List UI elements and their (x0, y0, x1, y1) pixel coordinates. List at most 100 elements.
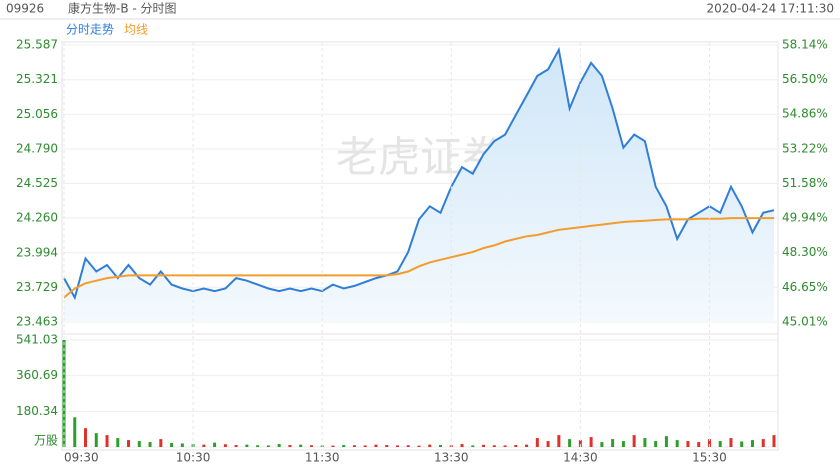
volume-bar (406, 445, 410, 447)
y-tick-label: 180.34 (16, 404, 58, 418)
y2-tick-label: 53.22% (782, 141, 828, 155)
y-tick-label: 25.587 (16, 38, 58, 52)
volume-bar (331, 445, 335, 447)
volume-bar (471, 445, 475, 447)
volume-bar (439, 445, 443, 447)
volume-bar (578, 440, 582, 447)
volume-bar (750, 440, 754, 447)
volume-bar (428, 444, 432, 447)
volume-bar (686, 441, 690, 447)
x-tick-label: 10:30 (176, 451, 211, 465)
legend-label: 均线 (124, 23, 148, 37)
x-tick-label: 09:30 (64, 451, 99, 465)
volume-bar (277, 444, 281, 447)
volume-bar (632, 435, 636, 447)
volume-bar (84, 428, 88, 447)
volume-bar (105, 435, 109, 447)
volume-bar (256, 445, 260, 447)
volume-bar (718, 441, 722, 447)
datetime: 2020-04-24 17:11:30 (707, 2, 834, 16)
volume-bar (245, 444, 249, 447)
volume-bar (148, 442, 152, 447)
volume-bar (546, 441, 550, 447)
volume-bar (116, 438, 120, 447)
y2-tick-label: 48.30% (782, 245, 828, 259)
volume-bar (137, 441, 141, 447)
y-tick-label: 万股 (34, 434, 58, 448)
y-tick-label: 24.525 (16, 176, 58, 190)
volume-bar (535, 438, 539, 447)
volume-bar (62, 340, 66, 447)
volume-bar (503, 445, 507, 447)
volume-bar (342, 445, 346, 447)
legend-label: 分时走势 (66, 23, 114, 37)
volume-bar (611, 439, 615, 447)
y2-tick-label: 46.65% (782, 280, 828, 294)
volume-bar (159, 439, 163, 447)
volume-bar (385, 445, 389, 447)
volume-bar (557, 435, 561, 447)
volume-bar (202, 444, 206, 447)
x-tick-label: 15:30 (692, 451, 727, 465)
volume-bar (664, 436, 668, 447)
y-tick-label: 24.790 (16, 141, 58, 155)
volume-bar (223, 444, 227, 447)
y2-tick-label: 54.86% (782, 107, 828, 121)
volume-bar (73, 417, 77, 447)
y2-tick-label: 58.14% (782, 38, 828, 52)
volume-bar (643, 438, 647, 447)
y-tick-label: 360.69 (16, 368, 58, 382)
y-tick-label: 25.056 (16, 107, 58, 121)
volume-bar (352, 445, 356, 447)
volume-bar (234, 445, 238, 447)
volume-bar (374, 444, 378, 447)
y-tick-label: 23.463 (16, 315, 58, 329)
volume-bar (707, 439, 711, 447)
volume-bar (127, 440, 131, 447)
volume-bar (600, 442, 604, 447)
stock-name: 康方生物-B - 分时图 (68, 1, 177, 16)
volume-bar (94, 433, 98, 447)
volume-bar (299, 444, 303, 447)
volume-bar (213, 442, 217, 447)
y2-tick-label: 45.01% (782, 315, 828, 329)
volume-bar (654, 441, 658, 447)
volume-bar (395, 445, 399, 447)
volume-bar (772, 435, 776, 447)
volume-bar (589, 437, 593, 447)
volume-bar (309, 445, 313, 447)
series-line (63, 217, 774, 299)
volume-bar (288, 445, 292, 447)
y-tick-label: 23.994 (16, 245, 58, 259)
price-area (64, 49, 774, 323)
x-tick-label: 14:30 (563, 451, 598, 465)
volume-bar (525, 444, 529, 447)
volume-bar (514, 445, 518, 447)
volume-bar (761, 439, 765, 447)
y-tick-label: 541.03 (16, 333, 58, 347)
y2-tick-label: 49.94% (782, 210, 828, 224)
x-tick-label: 13:30 (434, 451, 469, 465)
volume-bar (170, 443, 174, 447)
volume-bar (482, 444, 486, 447)
x-tick-label: 11:30 (305, 451, 340, 465)
volume-bar (729, 438, 733, 447)
plot-frame (61, 41, 779, 451)
volume-bar (697, 442, 701, 447)
volume-bar (417, 445, 421, 447)
y-tick-label: 23.729 (16, 280, 58, 294)
volume-bar (180, 443, 184, 447)
y-tick-label: 24.260 (16, 211, 58, 225)
volume-bar (266, 445, 270, 447)
y2-tick-label: 51.58% (782, 176, 828, 190)
volume-bar (568, 439, 572, 447)
volume-bar (740, 441, 744, 447)
volume-bar (363, 445, 367, 447)
series-line (63, 46, 775, 301)
volume-bar (675, 440, 679, 447)
stock-code: 09926 (6, 2, 44, 16)
volume-bar (492, 445, 496, 447)
volume-bar (460, 444, 464, 447)
volume-bar (621, 441, 625, 447)
